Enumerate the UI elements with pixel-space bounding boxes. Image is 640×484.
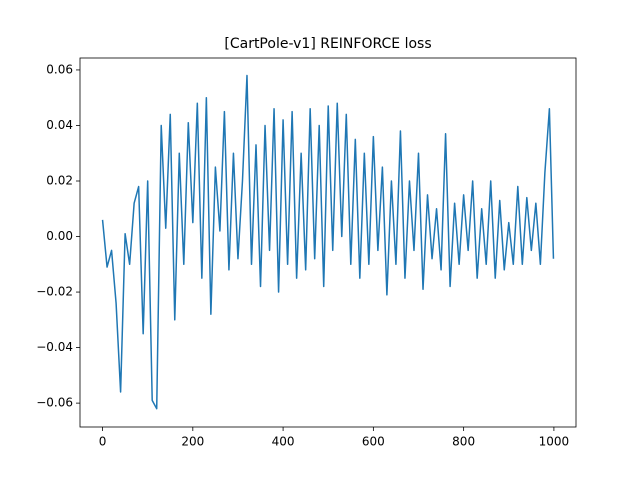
x-tick-label: 0 [99, 435, 107, 449]
y-tick-label: −0.06 [36, 396, 73, 410]
y-tick-label: −0.02 [36, 285, 73, 299]
y-tick-label: 0.00 [46, 229, 73, 243]
x-tick-label: 600 [362, 435, 385, 449]
y-tick-label: −0.04 [36, 340, 73, 354]
chart-title: [CartPole-v1] REINFORCE loss [224, 36, 431, 52]
y-tick-label: 0.02 [46, 174, 73, 188]
x-tick-label: 800 [452, 435, 475, 449]
x-tick-label: 400 [272, 435, 295, 449]
data-line [101, 74, 555, 410]
y-tick-label: 0.04 [46, 118, 73, 132]
plot-frame [79, 57, 577, 428]
y-tick-label: 0.06 [46, 62, 73, 76]
x-tick-label: 200 [181, 435, 204, 449]
x-tick-label: 1000 [539, 435, 570, 449]
